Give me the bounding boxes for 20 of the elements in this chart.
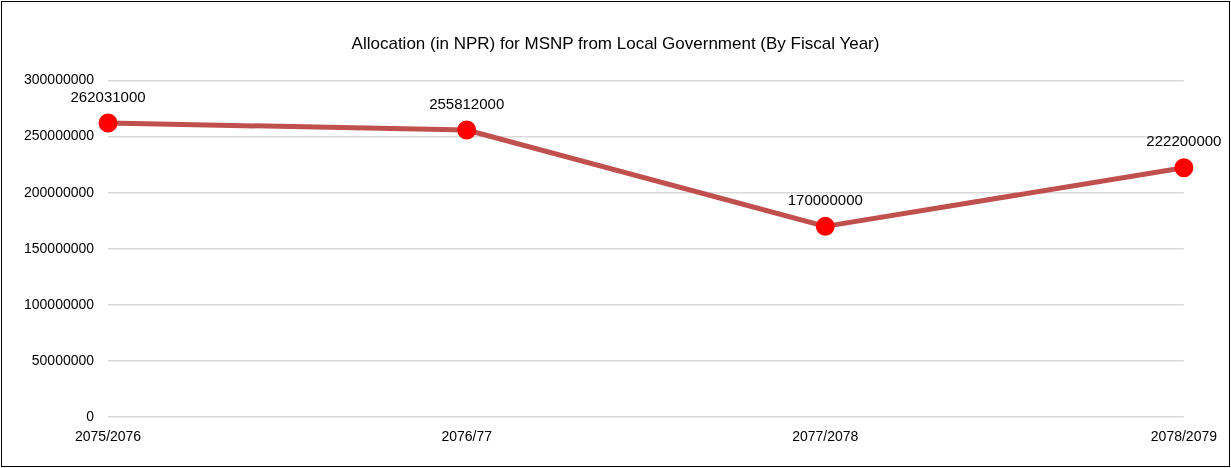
- data-label: 222200000: [1146, 132, 1222, 150]
- x-tick-label: 2077/2078: [792, 428, 859, 445]
- y-tick-label: 200000000: [24, 183, 95, 200]
- x-tick-label: 2076/77: [441, 428, 493, 445]
- point: [457, 120, 477, 140]
- y-tick-label: 100000000: [24, 295, 95, 312]
- point: [98, 113, 118, 133]
- data-label: 262031000: [70, 87, 146, 105]
- data-label: 255812000: [429, 94, 505, 112]
- y-tick-label: 0: [86, 408, 95, 425]
- point: [815, 216, 835, 236]
- y-tick-label: 250000000: [24, 127, 95, 144]
- y-tick-label: 300000000: [24, 71, 95, 88]
- chart-title: Allocation (in NPR) for MSNP from Local Government (By Fiscal Year): [351, 33, 880, 53]
- point: [1174, 158, 1194, 178]
- data-label: 170000000: [787, 190, 863, 208]
- x-tick-label: 2078/2079: [1150, 428, 1218, 445]
- x-tick-label: 2075/2076: [74, 428, 142, 445]
- y-tick-label: 150000000: [24, 239, 95, 256]
- y-tick-label: 50000000: [31, 351, 95, 368]
